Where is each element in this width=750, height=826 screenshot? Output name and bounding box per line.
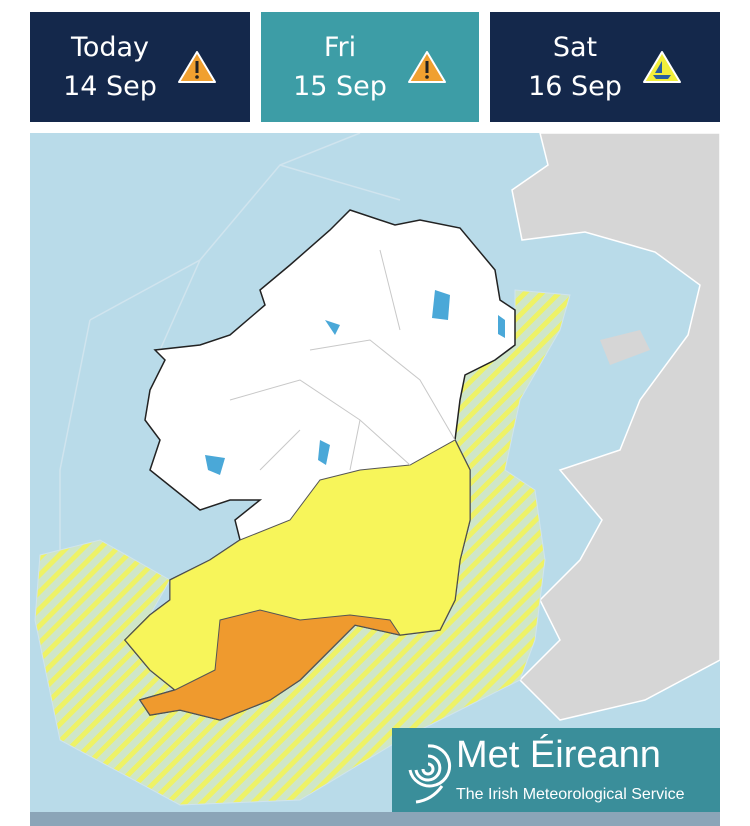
lakes (205, 290, 505, 475)
tab-date: 14 Sep (63, 71, 157, 102)
day-tab[interactable]: Today 14 Sep (30, 12, 250, 122)
tab-day: Today (70, 31, 150, 63)
warning-map (30, 133, 720, 812)
footer-bar (30, 812, 720, 826)
tab-date: 15 Sep (293, 71, 387, 102)
great-britain (511, 133, 720, 721)
logo-swirl (408, 744, 452, 804)
marine-warning-icon (642, 51, 681, 83)
logo-name: Met Éireann (456, 734, 661, 776)
day-tab[interactable]: Fri 15 Sep (261, 12, 479, 122)
logo-tagline: The Irish Meteorological Service (456, 786, 685, 803)
warning-icon (177, 51, 216, 83)
logo: Met Éireann The Irish Meteorological Ser… (392, 728, 720, 812)
tab-day: Sat (552, 31, 598, 63)
isle-of-man (600, 330, 650, 365)
warning-icon (407, 51, 446, 83)
tab-day: Fri (323, 31, 357, 63)
county-lines (229, 249, 456, 471)
sea-zone-lines (59, 133, 401, 555)
orange-warning-area (139, 609, 402, 721)
tab-date: 16 Sep (528, 71, 622, 102)
day-tab[interactable]: Sat 16 Sep (490, 12, 720, 122)
